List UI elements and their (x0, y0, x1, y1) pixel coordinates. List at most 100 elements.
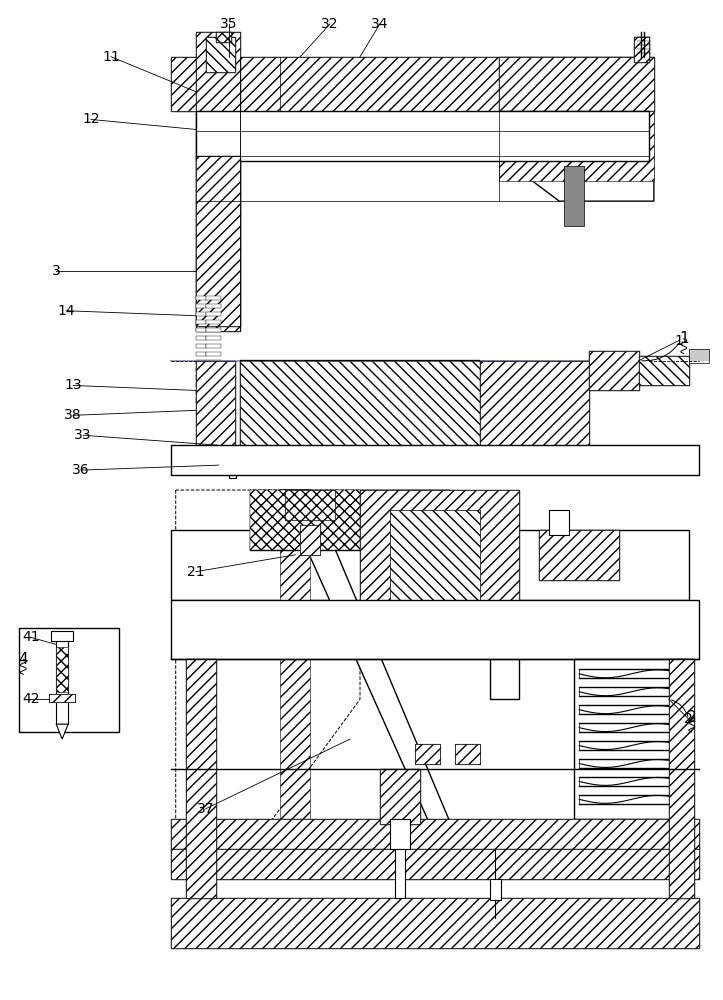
Bar (415, 744, 440, 764)
Bar (689, 349, 709, 363)
Bar (49, 694, 75, 702)
Bar (574, 659, 689, 819)
Bar (639, 356, 689, 385)
Bar (171, 849, 698, 879)
Text: 3: 3 (52, 264, 61, 278)
Text: 1: 1 (679, 331, 688, 346)
Bar (564, 166, 584, 226)
Text: 14: 14 (57, 304, 75, 318)
Bar (196, 156, 241, 326)
Bar (196, 32, 241, 331)
Bar (186, 659, 215, 898)
Bar (196, 336, 205, 340)
Bar (669, 659, 694, 898)
Bar (415, 744, 440, 764)
Text: 2: 2 (685, 712, 693, 726)
Text: 38: 38 (64, 408, 82, 422)
Bar (196, 32, 241, 331)
Bar (196, 111, 649, 161)
Bar (196, 320, 205, 324)
Bar (634, 37, 649, 62)
Polygon shape (500, 111, 654, 201)
Bar (390, 510, 479, 610)
Bar (196, 399, 205, 403)
Bar (360, 490, 519, 639)
Bar (171, 819, 698, 849)
Text: 41: 41 (22, 630, 40, 644)
Bar (186, 659, 215, 898)
Bar (669, 659, 694, 898)
Bar (455, 744, 479, 764)
Bar (281, 490, 310, 869)
Bar (634, 37, 649, 62)
Bar (479, 361, 589, 450)
Bar (196, 360, 205, 364)
Bar (539, 530, 619, 580)
Bar (196, 344, 205, 348)
Text: 37: 37 (197, 802, 214, 816)
Bar (539, 530, 619, 580)
Bar (171, 600, 698, 659)
Bar (489, 879, 502, 900)
Bar (250, 490, 450, 550)
Text: 2: 2 (687, 710, 696, 725)
Text: 21: 21 (187, 565, 205, 579)
Bar (196, 368, 205, 371)
Polygon shape (241, 361, 479, 450)
Bar (205, 383, 221, 387)
Bar (171, 898, 698, 948)
Bar (205, 391, 221, 395)
Text: 32: 32 (321, 17, 339, 31)
Bar (479, 361, 589, 450)
Text: 13: 13 (64, 378, 82, 392)
Bar (196, 361, 236, 470)
Bar (205, 296, 221, 300)
Polygon shape (56, 724, 68, 739)
Bar (196, 312, 205, 316)
Polygon shape (281, 490, 469, 869)
Bar (286, 490, 335, 520)
Bar (49, 694, 75, 702)
Circle shape (402, 796, 408, 802)
Bar (300, 525, 320, 555)
Bar (171, 445, 698, 475)
Bar (205, 344, 221, 348)
Bar (205, 37, 236, 72)
Bar (500, 57, 654, 111)
Text: 4: 4 (19, 652, 28, 667)
Text: 35: 35 (220, 17, 237, 31)
Bar (286, 490, 335, 520)
Bar (171, 819, 698, 849)
Bar (196, 352, 205, 356)
Bar (380, 769, 420, 824)
Bar (215, 32, 231, 42)
Text: 36: 36 (72, 463, 90, 477)
Bar (455, 744, 479, 764)
Bar (639, 356, 689, 385)
Bar (205, 312, 221, 316)
Bar (589, 351, 639, 390)
Bar (205, 375, 221, 379)
Bar (171, 57, 649, 111)
Bar (196, 391, 205, 395)
Bar (549, 510, 569, 535)
Bar (56, 634, 68, 724)
Bar (589, 351, 639, 390)
Text: 33: 33 (74, 428, 92, 442)
Bar (500, 57, 654, 111)
Bar (51, 631, 73, 641)
Text: 1: 1 (675, 334, 683, 348)
Bar (380, 769, 420, 824)
Bar (196, 304, 205, 308)
Bar (196, 156, 241, 326)
Bar (171, 898, 698, 948)
Bar (205, 368, 221, 371)
Bar (171, 849, 698, 879)
Bar (205, 37, 236, 72)
Bar (205, 352, 221, 356)
Bar (196, 383, 205, 387)
Bar (196, 296, 205, 300)
Bar (300, 525, 320, 555)
Bar (205, 304, 221, 308)
Bar (171, 530, 689, 600)
